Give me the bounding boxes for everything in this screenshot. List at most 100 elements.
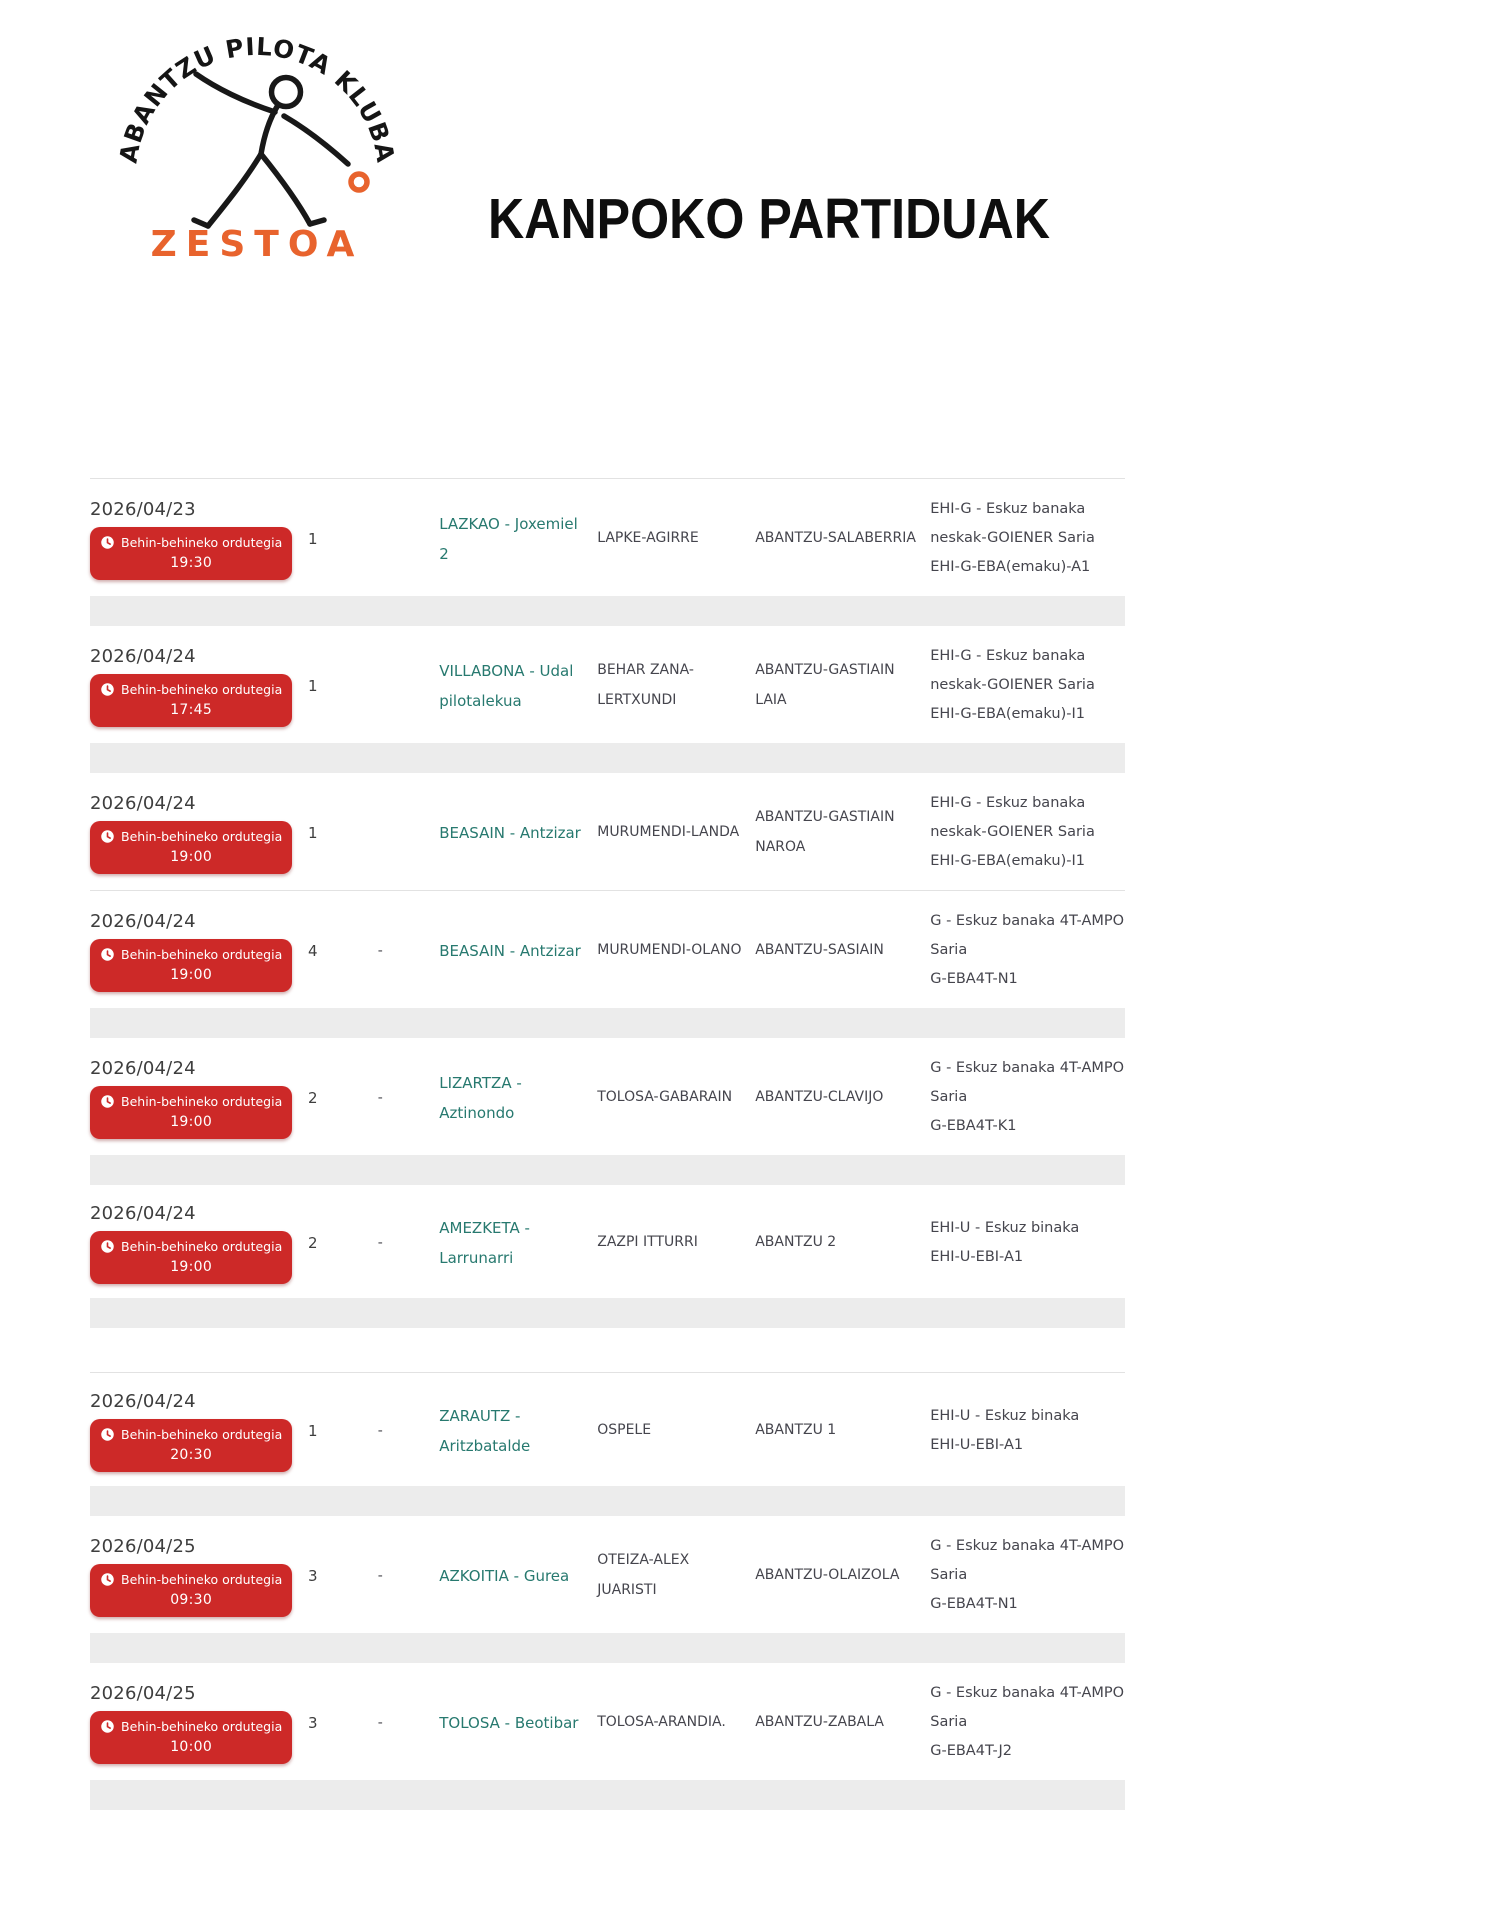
- clock-icon: [100, 829, 115, 844]
- match-row: 2026/04/23 Behin-behineko ordutegia 19:3…: [90, 479, 1125, 596]
- away-team: ABANTZU-CLAVIJO: [755, 1088, 884, 1105]
- competition-code: G-EBA4T-K1: [930, 1118, 1017, 1134]
- match-date: 2026/04/24: [90, 1058, 196, 1079]
- match-date: 2026/04/25: [90, 1683, 196, 1704]
- away-team: ABANTZU-GASTIAIN NAROA: [755, 809, 895, 855]
- clock-icon: [100, 1719, 115, 1734]
- row-separator-bar: [90, 743, 1125, 773]
- away-team: ABANTZU-SALABERRIA: [755, 529, 916, 546]
- home-team: TOLOSA-GABARAIN: [597, 1088, 733, 1105]
- court-number: 1: [307, 1421, 318, 1440]
- badge-label: Behin-behineko ordutegia: [121, 829, 283, 844]
- row-separator-line: [90, 890, 1125, 891]
- score-dash: -: [377, 1234, 383, 1251]
- away-team: ABANTZU-ZABALA: [755, 1713, 884, 1730]
- away-team: ABANTZU-OLAIZOLA: [755, 1566, 900, 1583]
- court-number: 1: [307, 823, 318, 842]
- match-date: 2026/04/24: [90, 646, 196, 667]
- competition-name: G - Eskuz banaka 4T-AMPO Saria: [930, 913, 1125, 958]
- venue-link[interactable]: BEASAIN - Antzizar: [439, 823, 581, 842]
- match-row: 2026/04/25 Behin-behineko ordutegia 10:0…: [90, 1663, 1125, 1780]
- venue-link[interactable]: VILLABONA - Udal pilotalekua: [439, 661, 574, 710]
- court-number: 1: [307, 529, 318, 548]
- match-row: 2026/04/24 Behin-behineko ordutegia 19:0…: [90, 1185, 1125, 1298]
- away-team: ABANTZU-SASIAIN: [755, 941, 884, 958]
- away-team: ABANTZU 2: [755, 1233, 837, 1250]
- match-date: 2026/04/24: [90, 1203, 196, 1224]
- court-number: 3: [307, 1713, 318, 1732]
- badge-label: Behin-behineko ordutegia: [121, 947, 283, 962]
- clock-icon: [100, 1094, 115, 1109]
- badge-label: Behin-behineko ordutegia: [121, 1427, 283, 1442]
- match-row: 2026/04/24 Behin-behineko ordutegia 19:0…: [90, 1038, 1125, 1155]
- svg-text:ABANTZU PILOTA KLUBA: ABANTZU PILOTA KLUBA: [114, 32, 401, 165]
- page-title: KANPOKO PARTIDUAK: [488, 187, 1050, 251]
- provisional-time-badge: Behin-behineko ordutegia 19:00: [90, 1086, 293, 1139]
- competition-name: EHI-U - Eskuz binaka: [930, 1407, 1080, 1424]
- matches-table: 2026/04/23 Behin-behineko ordutegia 19:3…: [90, 478, 1125, 1810]
- match-date: 2026/04/23: [90, 499, 196, 520]
- score-dash: -: [377, 1714, 383, 1731]
- home-team: BEHAR ZANA-LERTXUNDI: [597, 662, 694, 708]
- clock-icon: [100, 1427, 115, 1442]
- venue-link[interactable]: AMEZKETA - Larrunarri: [439, 1218, 530, 1267]
- competition-name: EHI-G - Eskuz banaka neskak-GOIENER Sari…: [930, 501, 1095, 546]
- match-row: 2026/04/24 Behin-behineko ordutegia 17:4…: [90, 626, 1125, 743]
- home-team: OSPELE: [597, 1421, 652, 1438]
- competition-name: EHI-U - Eskuz binaka: [930, 1219, 1080, 1236]
- logo-club-name: ZESTOA: [151, 224, 364, 263]
- match-time: 10:00: [170, 1739, 213, 1755]
- competition-code: EHI-G-EBA(emaku)-A1: [930, 559, 1091, 575]
- provisional-time-badge: Behin-behineko ordutegia 19:00: [90, 939, 293, 992]
- match-row: 2026/04/25 Behin-behineko ordutegia 09:3…: [90, 1516, 1125, 1633]
- competition-name: EHI-G - Eskuz banaka neskak-GOIENER Sari…: [930, 648, 1095, 693]
- row-separator-bar: [90, 1633, 1125, 1663]
- venue-link[interactable]: LAZKAO - Joxemiel 2: [439, 514, 578, 563]
- club-logo: ABANTZU PILOTA KLUBA ZESTOA: [114, 32, 401, 263]
- row-separator-bar: [90, 596, 1125, 626]
- page-header: ABANTZU PILOTA KLUBA ZESTOA KANPOKO PART…: [0, 0, 1496, 478]
- match-time: 19:00: [170, 849, 213, 865]
- competition-code: G-EBA4T-J2: [930, 1743, 1013, 1759]
- away-team: ABANTZU-GASTIAIN LAIA: [755, 662, 895, 708]
- provisional-time-badge: Behin-behineko ordutegia 19:30: [90, 527, 293, 580]
- clock-icon: [100, 947, 115, 962]
- court-number: 2: [307, 1088, 318, 1107]
- venue-link[interactable]: ZARAUTZ - Aritzbatalde: [439, 1406, 531, 1455]
- badge-label: Behin-behineko ordutegia: [121, 1239, 283, 1254]
- clock-icon: [100, 1239, 115, 1254]
- score-dash: -: [377, 1089, 383, 1106]
- empty-row-spacer: [90, 1328, 1125, 1372]
- match-time: 09:30: [170, 1592, 213, 1608]
- venue-link[interactable]: TOLOSA - Beotibar: [439, 1713, 579, 1732]
- venue-link[interactable]: LIZARTZA - Aztinondo: [439, 1073, 522, 1122]
- court-number: 2: [307, 1233, 318, 1252]
- badge-label: Behin-behineko ordutegia: [121, 1719, 283, 1734]
- row-separator-bar: [90, 1155, 1125, 1185]
- home-team: MURUMENDI-OLANO: [597, 941, 742, 958]
- provisional-time-badge: Behin-behineko ordutegia 17:45: [90, 674, 293, 727]
- badge-label: Behin-behineko ordutegia: [121, 1094, 283, 1109]
- venue-link[interactable]: BEASAIN - Antzizar: [439, 941, 581, 960]
- court-number: 1: [307, 676, 318, 695]
- clock-icon: [100, 682, 115, 697]
- venue-link[interactable]: AZKOITIA - Gurea: [439, 1566, 570, 1585]
- provisional-time-badge: Behin-behineko ordutegia 19:00: [90, 821, 293, 874]
- home-team: TOLOSA-ARANDIA.: [597, 1713, 726, 1730]
- row-separator-bar: [90, 1008, 1125, 1038]
- badge-label: Behin-behineko ordutegia: [121, 682, 283, 697]
- row-separator-bar: [90, 1780, 1125, 1810]
- home-team: ZAZPI ITTURRI: [597, 1233, 698, 1250]
- match-time: 19:00: [170, 967, 213, 983]
- competition-code: EHI-G-EBA(emaku)-I1: [930, 853, 1085, 869]
- row-separator-line: [90, 1372, 1125, 1373]
- pelota-ball-icon: [348, 171, 370, 193]
- match-date: 2026/04/24: [90, 911, 196, 932]
- provisional-time-badge: Behin-behineko ordutegia 19:00: [90, 1231, 293, 1284]
- competition-code: EHI-G-EBA(emaku)-I1: [930, 706, 1085, 722]
- match-time: 19:00: [170, 1259, 213, 1275]
- row-separator-bar: [90, 1486, 1125, 1516]
- competition-code: EHI-U-EBI-A1: [930, 1248, 1024, 1265]
- home-team: OTEIZA-ALEX JUARISTI: [597, 1552, 690, 1598]
- match-time: 19:00: [170, 1114, 213, 1130]
